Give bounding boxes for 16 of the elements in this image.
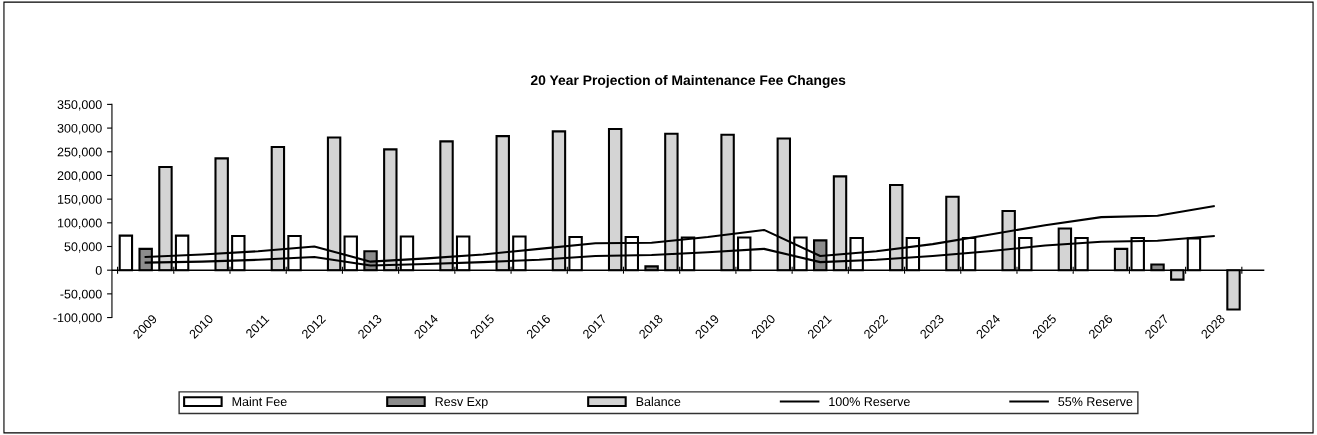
y-tick-label: 150,000 (58, 194, 102, 206)
legend-label: Balance (636, 396, 681, 407)
legend-label: Maint Fee (232, 396, 287, 407)
legend-label: 100% Reserve (829, 397, 910, 407)
y-tick-label: 350,000 (57, 100, 102, 111)
y-tick-label: -100,000 (53, 313, 102, 324)
y-tick-label: -50,000 (60, 289, 102, 300)
chart-title: 20 Year Projection of Maintenance Fee Changes (530, 74, 846, 88)
legend-label: Resv Exp (435, 397, 488, 409)
y-tick-label: 250,000 (57, 147, 102, 158)
y-tick-label: 300,000 (57, 123, 102, 135)
y-tick-label: 0 (95, 265, 102, 275)
y-tick-label: 50,000 (64, 242, 102, 253)
y-tick-label: 100,000 (58, 218, 102, 229)
legend-label: 55% Reserve (1058, 397, 1133, 407)
y-tick-label: 200,000 (57, 171, 102, 182)
